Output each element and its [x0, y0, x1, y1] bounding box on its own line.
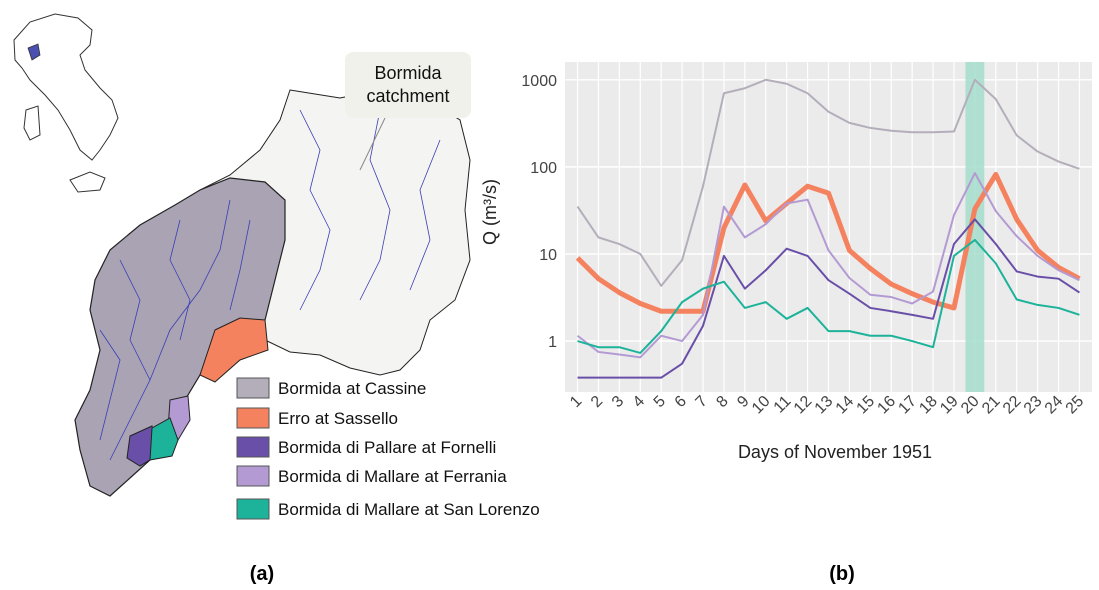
x-tick-label: 1	[567, 393, 585, 411]
legend-swatch	[236, 436, 270, 458]
series-line	[577, 218, 1081, 379]
legend-label: Bormida di Pallare at Fornelli	[278, 438, 496, 457]
series-line	[576, 78, 1080, 287]
x-tick-label: 7	[693, 393, 711, 411]
legend-swatch	[236, 498, 270, 520]
x-tick-label: 9	[734, 393, 752, 411]
panel-label: (a)	[250, 563, 274, 585]
legend-label: Bormida at Cassine	[278, 379, 426, 398]
x-tick-label: 8	[713, 393, 731, 411]
series-line	[577, 238, 1080, 354]
callout: Bormida catchment	[345, 52, 471, 118]
inset-highlight	[27, 43, 41, 61]
y-tick-label: 10	[539, 247, 557, 264]
x-tick-label: 5	[651, 393, 669, 411]
legend-swatch	[236, 465, 270, 487]
sassello-area	[199, 317, 269, 383]
x-tick-label: 25	[1063, 393, 1088, 418]
sicily	[69, 171, 106, 193]
y-tick-label: 1	[548, 334, 557, 351]
x-tick-label: 3	[609, 393, 627, 411]
x-tick-label: 4	[630, 393, 648, 411]
italy-map	[13, 13, 119, 161]
highlight-band	[965, 62, 985, 392]
legend-swatch	[236, 407, 270, 429]
legend-label: Erro at Sassello	[278, 409, 398, 428]
callout-line	[359, 117, 386, 171]
y-tick-label: 1000	[521, 73, 557, 90]
sardinia	[23, 105, 41, 141]
x-tick-label: 2	[588, 393, 606, 411]
legend-swatch	[236, 377, 270, 399]
y-axis-label: Q (m³/s)	[480, 179, 500, 245]
cassine-area	[74, 177, 286, 497]
series-line	[576, 172, 1080, 359]
san-lorenzo-area	[149, 417, 179, 461]
legend-label: Bormida di Mallare at San Lorenzo	[278, 500, 540, 519]
series-line	[575, 171, 1081, 314]
x-tick-label: 6	[672, 393, 690, 411]
y-tick-label: 100	[530, 160, 557, 177]
legend-label: Bormida di Mallare at Ferrania	[278, 467, 507, 486]
panel-label: (b)	[829, 563, 855, 585]
x-axis-label: Days of November 1951	[738, 442, 932, 462]
river-network	[99, 109, 441, 461]
